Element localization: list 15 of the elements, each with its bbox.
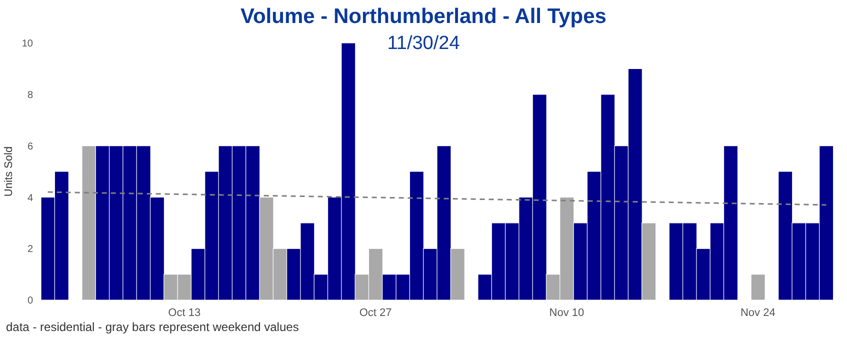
y-tick-label: 0 bbox=[27, 296, 34, 307]
x-tick-label: Nov 10 bbox=[549, 306, 584, 319]
chart-subtitle: 11/30/24 bbox=[387, 33, 460, 54]
y-tick-label: 6 bbox=[27, 141, 34, 152]
y-tick-label: 4 bbox=[27, 192, 34, 204]
y-tick-label: 8 bbox=[27, 90, 34, 101]
x-tick-label: Oct 13 bbox=[168, 306, 201, 319]
x-tick-label: Oct 27 bbox=[359, 306, 392, 319]
y-tick-label: 2 bbox=[27, 244, 34, 256]
x-tick-label: Nov 24 bbox=[740, 306, 776, 319]
y-tick-label: 10 bbox=[22, 38, 34, 50]
bar bbox=[750, 274, 766, 300]
chart-title: Volume - Northumberland - All Types bbox=[240, 5, 608, 29]
text: data - residential - gray bars represent weekend values bbox=[6, 320, 299, 334]
y-axis-title: Units Sold bbox=[2, 146, 15, 197]
